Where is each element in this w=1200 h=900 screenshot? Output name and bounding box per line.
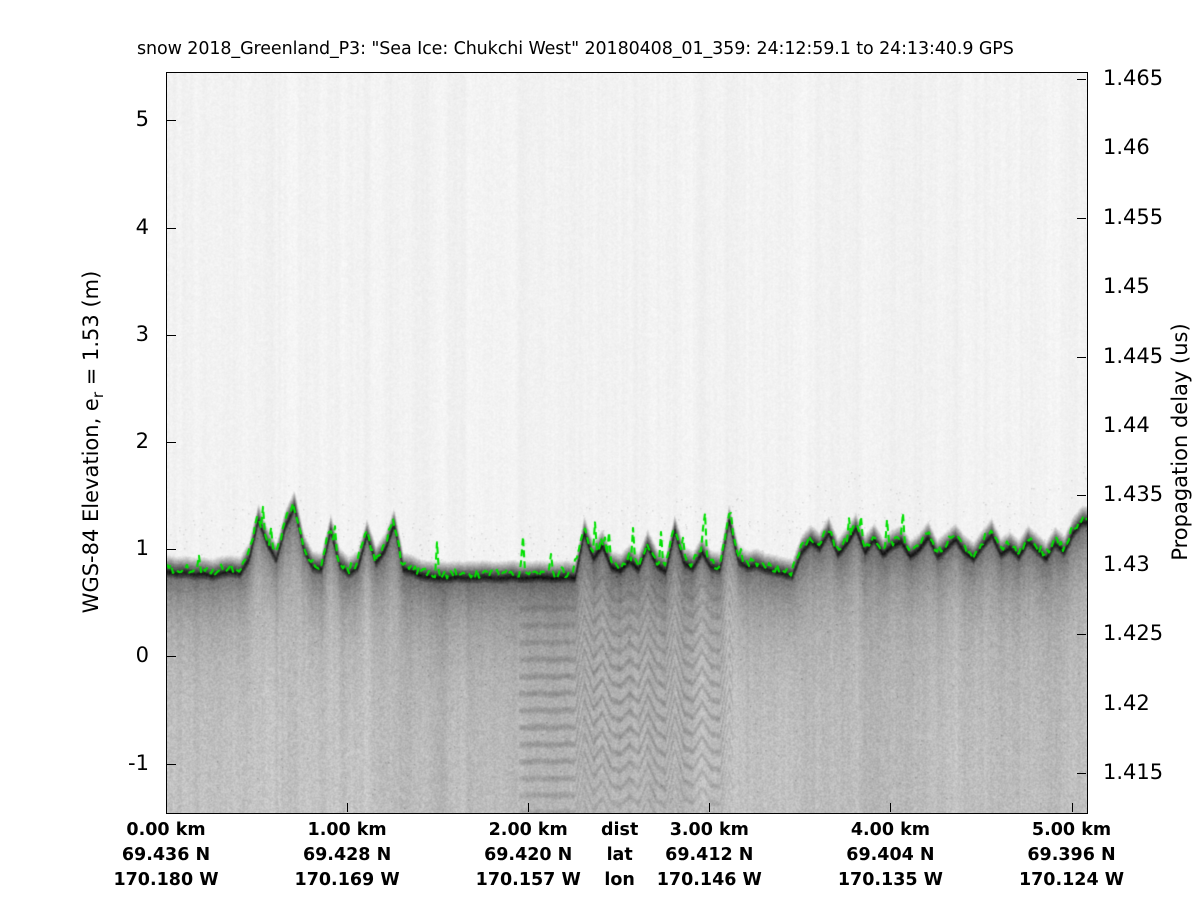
x-tick-lat: 69.396 N: [1027, 845, 1116, 865]
x-tick-group: 0.00 km 69.436 N 170.180 W: [76, 818, 256, 893]
x-row-label-dist: dist: [601, 820, 639, 840]
x-tick-group: 1.00 km 69.428 N 170.169 W: [257, 818, 437, 893]
y-tick-label-right: 1.465: [1103, 65, 1164, 90]
x-tick-mark: [528, 803, 530, 812]
y-tick-label-left: 4: [135, 214, 149, 239]
x-tick-dist: 2.00 km: [488, 820, 568, 840]
y-tick-label-right: 1.415: [1103, 760, 1164, 785]
y-tick-label-right: 1.445: [1103, 343, 1164, 368]
y-tick-label-left: 0: [135, 643, 149, 668]
x-tick-mark: [347, 803, 349, 812]
x-tick-lon: 170.124 W: [1018, 870, 1125, 890]
left-axis-label-suffix: = 1.53 (m): [79, 270, 103, 392]
x-tick-lat: 69.404 N: [846, 845, 935, 865]
x-row-label-lat: lat: [606, 845, 633, 865]
x-tick-group: 5.00 km 69.396 N 170.124 W: [982, 818, 1162, 893]
right-axis-label: Propagation delay (us): [1168, 323, 1192, 561]
echogram-image: [167, 73, 1087, 813]
left-axis-label-subscript: r: [88, 391, 107, 399]
x-tick-dist: 0.00 km: [126, 820, 206, 840]
y-tick-label-left: -1: [128, 750, 149, 775]
x-tick-mark: [890, 803, 892, 812]
y-tick-label-left: 5: [135, 107, 149, 132]
y-tick-label-right: 1.42: [1103, 690, 1150, 715]
y-tick-mark-right: [1077, 634, 1086, 636]
y-tick-mark-right: [1077, 78, 1086, 80]
x-tick-lon: 170.169 W: [294, 870, 400, 890]
y-tick-mark-left: [167, 656, 176, 658]
x-row-label-lon: lon: [604, 870, 635, 890]
x-tick-lon: 170.146 W: [656, 870, 762, 890]
y-tick-label-left: 2: [135, 429, 149, 453]
y-tick-mark-right: [1077, 217, 1086, 219]
y-tick-mark-right: [1077, 773, 1086, 775]
y-tick-mark-left: [167, 334, 176, 336]
y-tick-label-right: 1.435: [1103, 482, 1164, 507]
figure-title: snow 2018_Greenland_P3: "Sea Ice: Chukch…: [137, 39, 1014, 59]
y-tick-mark-left: [167, 442, 176, 443]
left-axis-label-prefix: WGS-84 Elevation, e: [79, 398, 103, 614]
y-tick-label-right: 1.44: [1103, 413, 1150, 438]
y-tick-label-left: 3: [135, 321, 149, 346]
y-tick-label-right: 1.455: [1103, 204, 1164, 229]
y-tick-label-right: 1.45: [1103, 274, 1150, 299]
y-tick-label-left: 1: [135, 536, 149, 561]
x-tick-dist: 1.00 km: [307, 820, 387, 840]
y-tick-label-right: 1.43: [1103, 551, 1150, 576]
left-axis-label: WGS-84 Elevation, er = 1.53 (m): [79, 72, 107, 812]
y-tick-mark-left: [167, 549, 176, 551]
x-axis-row-labels: dist lat lon: [601, 818, 638, 893]
x-tick-lat: 69.412 N: [665, 845, 754, 865]
y-tick-label-right: 1.46: [1103, 135, 1150, 160]
y-tick-mark-left: [167, 763, 176, 765]
x-tick-group: 3.00 km 69.412 N 170.146 W: [619, 818, 799, 893]
y-tick-mark-left: [167, 227, 176, 229]
x-tick-dist: 3.00 km: [669, 820, 749, 840]
y-tick-label-right: 1.425: [1103, 621, 1164, 646]
x-tick-lat: 69.420 N: [484, 845, 573, 865]
y-tick-mark-right: [1077, 356, 1086, 358]
x-tick-dist: 4.00 km: [850, 820, 930, 840]
x-tick-dist: 5.00 km: [1031, 820, 1112, 840]
x-tick-mark: [1071, 803, 1073, 812]
x-tick-lon: 170.135 W: [837, 870, 943, 890]
x-tick-lat: 69.428 N: [302, 845, 392, 865]
y-tick-mark-right: [1077, 495, 1086, 497]
y-tick-mark-left: [167, 120, 176, 122]
x-tick-group: 2.00 km 69.420 N 170.157 W: [438, 818, 618, 893]
x-tick-lon: 170.157 W: [475, 870, 581, 890]
echogram-plot-area[interactable]: [166, 72, 1088, 814]
x-tick-group: 4.00 km 69.404 N 170.135 W: [800, 818, 980, 893]
x-tick-lat: 69.436 N: [121, 845, 211, 865]
x-tick-lon: 170.180 W: [113, 870, 219, 890]
x-tick-mark: [709, 803, 711, 812]
